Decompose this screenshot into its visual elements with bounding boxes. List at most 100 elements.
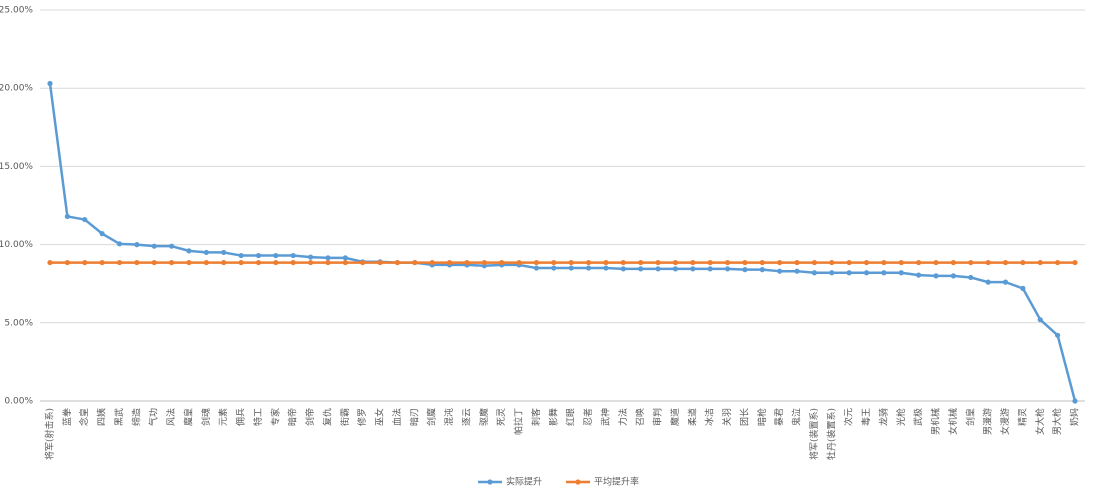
data-point: [690, 259, 696, 266]
data-point: [968, 259, 974, 266]
x-tick-label: 光枪: [895, 408, 907, 426]
x-tick-label: 将军(射击系): [44, 408, 56, 460]
data-point: [1055, 332, 1061, 338]
x-tick-label: 召唤: [634, 408, 646, 426]
data-point: [985, 279, 991, 285]
data-point: [950, 259, 956, 266]
x-tick-label: 血法: [391, 408, 403, 426]
data-point: [672, 259, 679, 266]
y-tick-label: 0.00%: [4, 397, 33, 407]
x-tick-label: 鬼泣: [791, 408, 803, 426]
data-point: [134, 242, 140, 248]
data-point: [724, 259, 731, 266]
x-tick-label: 刺客: [530, 408, 542, 426]
data-point: [1002, 279, 1009, 285]
x-tick-label: 女机械: [947, 408, 959, 435]
data-point: [898, 270, 904, 276]
data-point: [464, 259, 470, 266]
data-point: [933, 259, 939, 266]
x-tick-label: 牡丹(装置系): [825, 408, 837, 460]
x-tick-label: 将军(装置系): [808, 408, 820, 460]
y-tick-label: 10.00%: [0, 240, 33, 250]
data-point: [1055, 259, 1061, 266]
data-point: [551, 265, 557, 271]
x-tick-label: 暗刃: [408, 408, 420, 426]
data-point: [724, 266, 731, 272]
data-point: [516, 259, 522, 266]
data-point: [238, 259, 244, 266]
data-point: [881, 270, 887, 276]
data-point: [1002, 259, 1009, 266]
x-tick-label: 剑魂: [200, 408, 212, 426]
data-point: [655, 266, 661, 272]
x-tick-label: 武神: [599, 408, 611, 426]
x-tick-label: 缔造: [130, 408, 142, 426]
x-tick-label: 奶妈: [1069, 408, 1081, 426]
data-point: [47, 259, 53, 266]
x-tick-label: 修罗: [356, 408, 368, 426]
data-point: [290, 259, 296, 266]
data-point: [186, 259, 192, 266]
x-tick-label: 街霸: [339, 408, 351, 426]
data-point: [898, 259, 904, 266]
data-point: [1072, 398, 1078, 404]
data-point: [1037, 259, 1043, 266]
data-point: [603, 259, 609, 266]
legend-label: 平均提升率: [594, 476, 639, 488]
data-point: [255, 259, 262, 266]
data-point: [777, 259, 783, 266]
legend-item: 平均提升率: [566, 476, 639, 488]
data-point: [863, 259, 870, 266]
data-point: [116, 259, 123, 266]
data-point: [742, 259, 748, 266]
x-tick-label: 专家: [269, 408, 281, 426]
x-tick-label: 复仇: [321, 408, 333, 426]
legend-marker: [575, 479, 581, 485]
data-point: [203, 259, 209, 266]
data-point: [64, 259, 70, 266]
data-point: [916, 259, 922, 266]
data-point: [950, 273, 956, 279]
x-tick-label: 剑魔: [426, 408, 438, 426]
data-point: [794, 259, 800, 266]
x-tick-label: 四姨: [96, 408, 108, 426]
data-point: [255, 252, 262, 259]
data-point: [221, 259, 227, 266]
data-point: [446, 259, 453, 266]
x-tick-label: 帕拉丁: [513, 408, 525, 435]
data-point: [863, 270, 870, 276]
x-tick-label: 魔皇: [182, 408, 194, 426]
y-tick-label: 20.00%: [0, 84, 33, 94]
data-point: [169, 243, 175, 249]
data-point: [99, 231, 105, 237]
data-point: [551, 259, 557, 266]
data-point: [829, 259, 835, 266]
data-point: [881, 259, 887, 266]
data-point: [829, 270, 835, 276]
data-point: [933, 273, 939, 279]
y-tick-label: 15.00%: [0, 162, 33, 172]
data-point: [221, 249, 227, 256]
x-tick-label: 剑皇: [964, 408, 976, 426]
x-tick-label: 混沌: [443, 408, 455, 426]
data-point: [186, 248, 192, 254]
data-point: [811, 270, 818, 276]
data-point: [759, 259, 765, 266]
x-tick-label: 蓝拳: [61, 408, 73, 426]
data-point: [151, 243, 157, 249]
x-tick-label: 审判: [652, 408, 664, 426]
data-point: [151, 259, 157, 266]
data-point: [412, 259, 418, 266]
data-point: [429, 259, 435, 266]
x-tick-label: 红眼: [565, 408, 577, 426]
data-point: [47, 80, 53, 87]
data-point: [603, 265, 609, 271]
data-point: [707, 266, 713, 272]
x-tick-label: 团长: [738, 408, 750, 426]
x-tick-label: 女大枪: [1034, 408, 1046, 435]
data-point: [290, 252, 296, 259]
data-point: [707, 259, 713, 266]
x-tick-label: 元素: [217, 408, 229, 426]
data-point: [533, 265, 540, 271]
data-point: [273, 259, 279, 266]
